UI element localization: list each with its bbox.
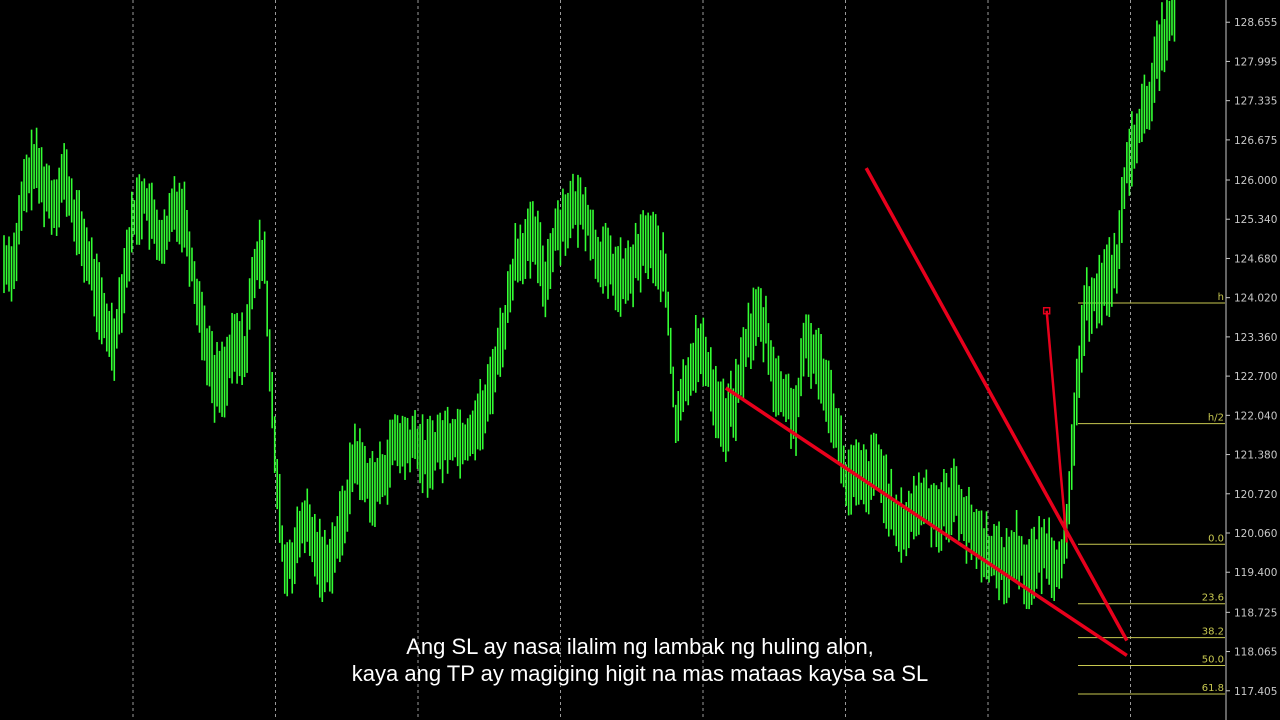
price-tick-label: 118.725 [1234,607,1277,619]
price-tick-label: 119.400 [1234,567,1277,579]
price-tick-label: 123.360 [1234,332,1277,344]
price-tick-label: 127.995 [1234,56,1277,68]
price-tick-label: 126.675 [1234,135,1277,147]
price-tick-label: 124.680 [1234,253,1277,265]
fib-level-label: 50.0 [1202,655,1224,666]
fib-level-label: h/2 [1208,413,1224,424]
video-subtitle: Ang SL ay nasa ilalim ng lambak ng hulin… [0,633,1280,687]
price-tick-label: 121.380 [1234,450,1277,462]
lower-trendline [724,386,1128,657]
price-tick-label: 128.655 [1234,17,1277,29]
price-tick-label: 122.700 [1234,371,1277,383]
price-tick-label: 124.020 [1234,293,1277,305]
price-tick-label: 120.720 [1234,489,1277,501]
price-tick-label: 127.335 [1234,96,1277,108]
upper-trendline [864,167,1129,642]
fib-level-label: 23.6 [1202,593,1224,604]
price-tick-label: 117.405 [1234,686,1277,698]
price-tick-label: 122.040 [1234,410,1277,422]
stop-loss-line [1045,310,1068,543]
price-tick-label: 125.340 [1234,214,1277,226]
subtitle-line-1: Ang SL ay nasa ilalim ng lambak ng hulin… [406,634,874,659]
price-tick-label: 120.060 [1234,528,1277,540]
price-tick-label: 126.000 [1234,175,1277,187]
price-tick-label: 118.065 [1234,647,1277,659]
stop-loss-marker [1042,306,1051,315]
fib-level-label: 0.0 [1208,533,1224,544]
fib-level-label: 38.2 [1202,627,1224,638]
fib-level-label: h [1218,292,1224,303]
subtitle-line-2: kaya ang TP ay magiging higit na mas mat… [351,661,929,686]
fib-level-label: 61.8 [1202,683,1224,694]
